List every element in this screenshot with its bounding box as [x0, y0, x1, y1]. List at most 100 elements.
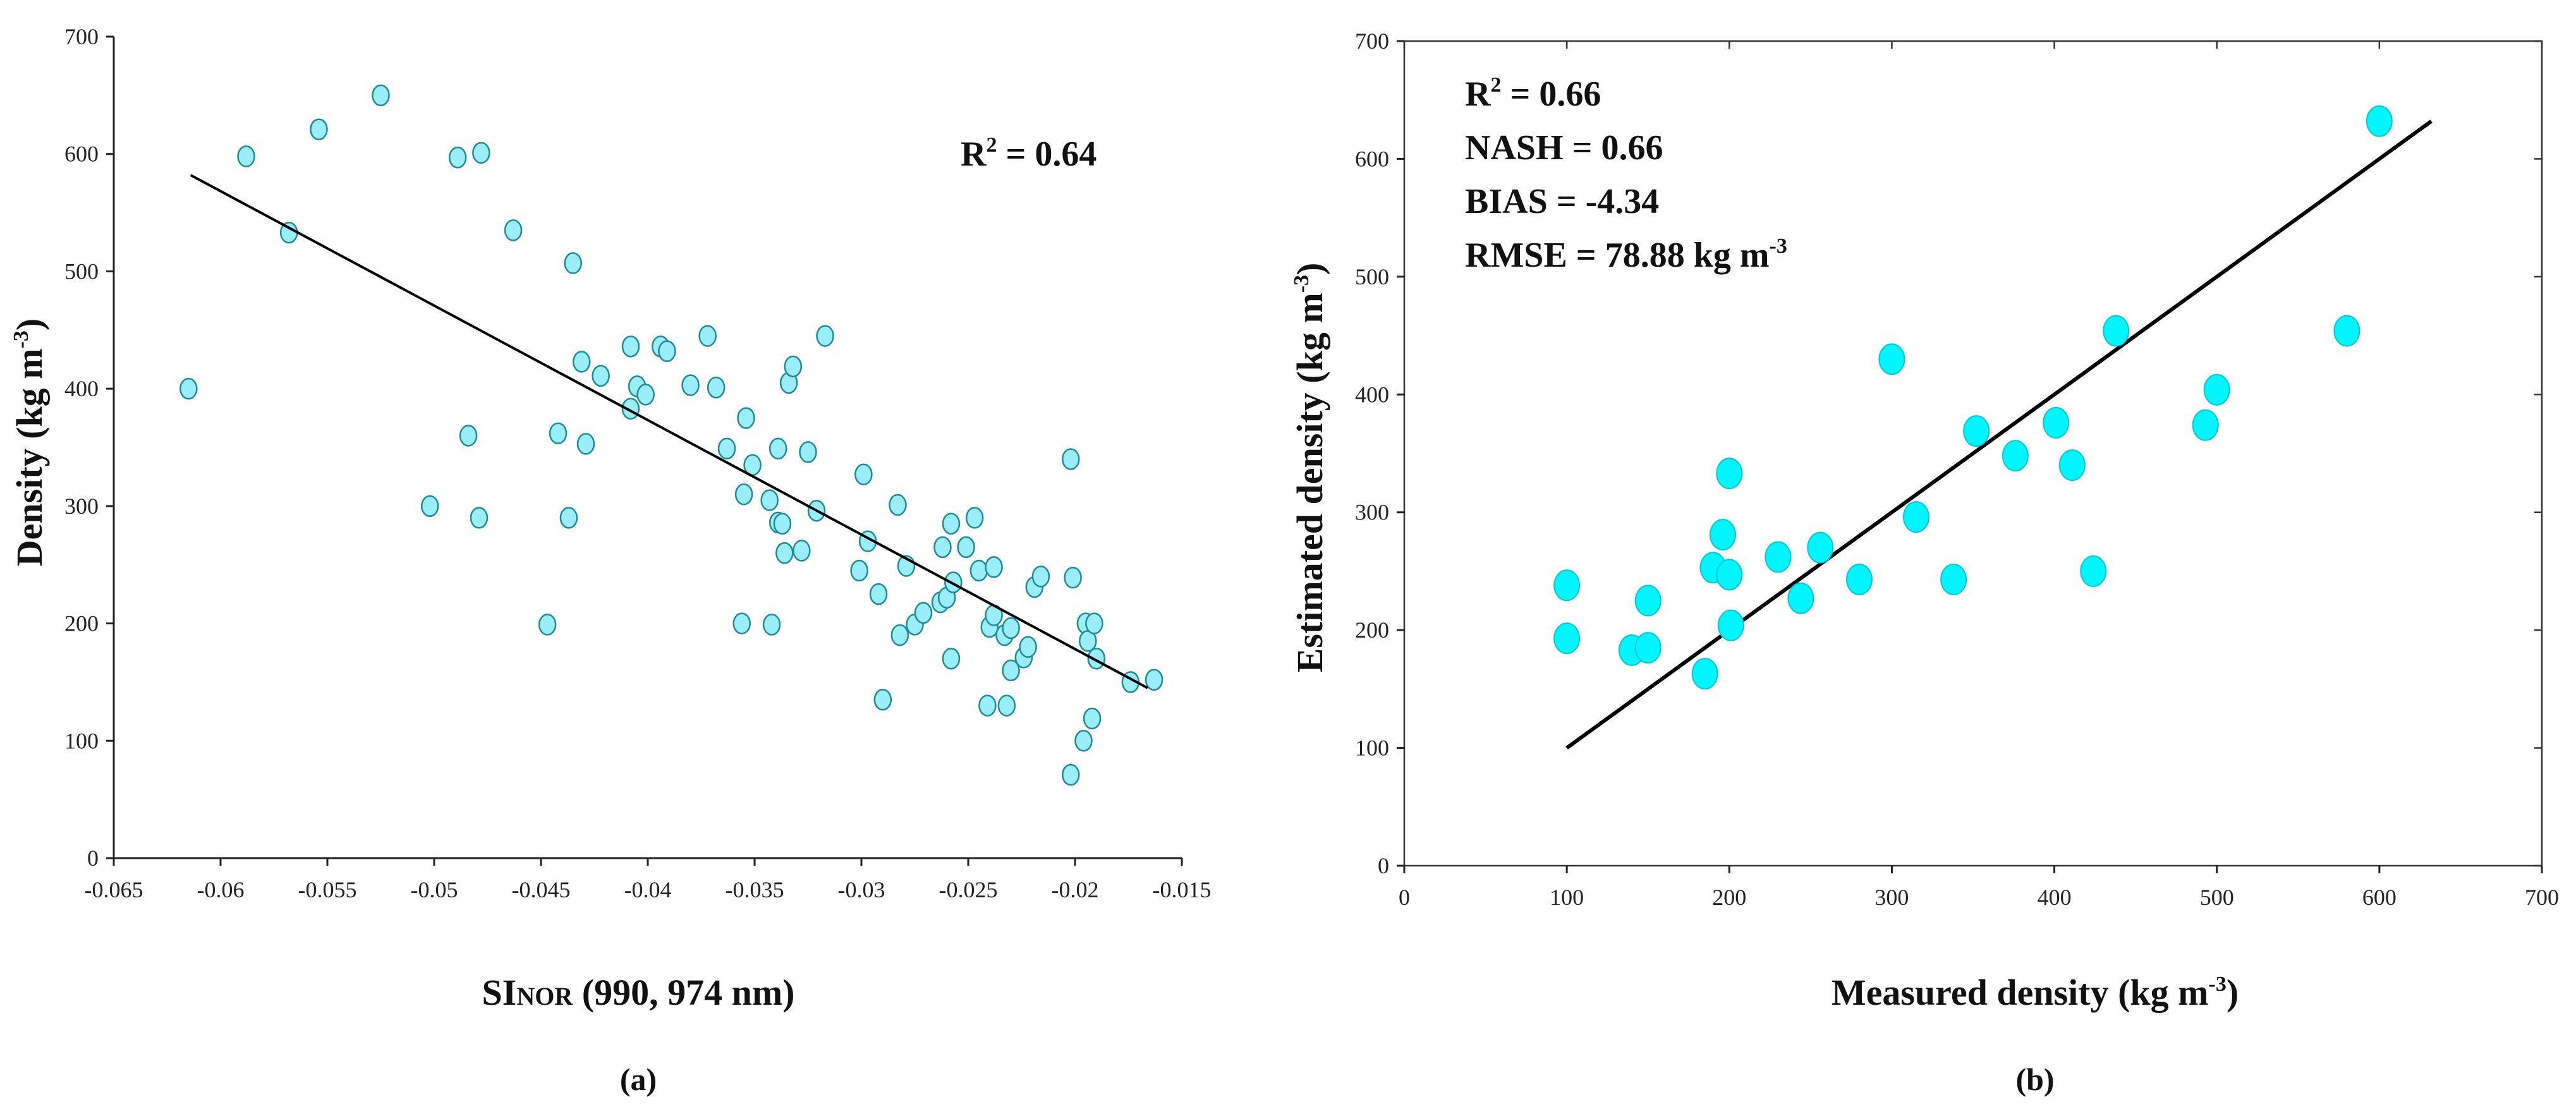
panel-b-nash: NASH = 0.66 [1465, 128, 1663, 167]
data-point [737, 407, 755, 429]
data-point [1061, 763, 1080, 786]
panel-a-y-ticks: 0 100 200 300 400 500 600 700 [64, 24, 114, 871]
data-point [1787, 582, 1814, 614]
data-point [658, 340, 676, 362]
data-point [1002, 659, 1020, 682]
x-tick-label: 200 [1712, 885, 1746, 910]
panel-b-rmse: RMSE = 78.88 kg m-3 [1465, 234, 1787, 275]
y-tick-label: 500 [64, 258, 99, 284]
data-point [179, 377, 198, 400]
x-tick-label: -0.055 [298, 877, 357, 902]
x-tick-label: 600 [2362, 885, 2397, 910]
data-point [1710, 519, 1736, 551]
x-tick-label: 100 [1550, 885, 1584, 910]
data-point [957, 536, 975, 559]
data-point [459, 425, 478, 447]
data-point [576, 433, 595, 455]
data-point [1634, 632, 1662, 664]
data-point [1716, 559, 1743, 591]
data-point [1074, 730, 1093, 752]
data-point [237, 145, 255, 167]
data-point [559, 507, 578, 529]
data-point [717, 437, 736, 460]
panel-a-r-squared: R2 = 0.64 [961, 133, 1097, 174]
panel-a-y-axis-title: Density (kg m-3) [9, 318, 50, 566]
data-point [636, 384, 655, 406]
data-point [1061, 448, 1080, 470]
x-tick-label: -0.035 [726, 877, 784, 902]
y-tick-label: 100 [1355, 736, 1389, 761]
data-point [2103, 315, 2130, 347]
data-point [1064, 566, 1082, 589]
data-point [1085, 612, 1103, 634]
data-point [1553, 622, 1581, 655]
data-point [549, 422, 568, 444]
data-point [1083, 707, 1102, 730]
data-point [572, 351, 591, 373]
data-point [889, 494, 907, 516]
data-point [890, 624, 909, 646]
panel-b-x-ticks: 0 100 200 300 400 500 600 700 [1399, 41, 2559, 910]
panel-b-data-points [1553, 105, 2393, 690]
data-point [2192, 409, 2219, 441]
data-point [2333, 315, 2360, 347]
panel-b-label: (b) [2015, 1062, 2054, 1097]
panel-a-fit-line [190, 174, 1148, 689]
data-point [698, 325, 717, 347]
data-point [1031, 566, 1050, 588]
data-point [1002, 617, 1020, 639]
data-point [504, 219, 523, 241]
data-point [762, 614, 781, 636]
x-tick-label: -0.06 [197, 877, 245, 902]
y-tick-label: 0 [87, 845, 99, 871]
data-point [965, 507, 984, 529]
x-tick-label: -0.015 [1153, 877, 1212, 902]
data-point [816, 325, 834, 347]
data-point [869, 583, 888, 605]
data-point [854, 463, 873, 485]
x-tick-label: -0.04 [624, 877, 672, 902]
y-tick-label: 700 [64, 24, 99, 49]
data-point [1903, 501, 1929, 533]
y-tick-label: 0 [1378, 853, 1389, 878]
data-point [1846, 563, 1873, 595]
panel-a-label: (a) [620, 1062, 657, 1097]
data-point [873, 689, 892, 711]
x-tick-label: -0.03 [838, 877, 885, 902]
data-point [1691, 658, 1718, 690]
data-point [760, 489, 779, 511]
y-tick-label: 700 [1355, 28, 1389, 54]
y-tick-label: 200 [64, 611, 99, 636]
data-point [942, 648, 961, 670]
data-point [914, 602, 933, 624]
data-point [1634, 585, 1662, 617]
data-point [1145, 669, 1163, 691]
data-point [1878, 343, 1905, 375]
data-point [773, 512, 792, 535]
data-point [784, 355, 803, 378]
x-tick-label: -0.02 [1052, 877, 1099, 902]
data-point [707, 377, 726, 399]
data-point [799, 441, 817, 463]
data-point [372, 84, 390, 107]
y-tick-label: 500 [1355, 264, 1389, 289]
y-tick-label: 600 [64, 142, 99, 167]
data-point [1940, 563, 1967, 595]
data-point [978, 694, 997, 717]
data-point [969, 559, 988, 582]
panel-b-fit-line [1565, 119, 2433, 750]
data-point [732, 612, 751, 634]
panel-b-x-axis-title: Measured density (kg m-3) [1832, 972, 2239, 1013]
panel-a-x-ticks: -0.065 -0.06 -0.055 -0.05 -0.045 -0.04 -0.035 -… [85, 858, 1212, 902]
data-point [2058, 449, 2086, 482]
y-tick-label: 300 [1355, 500, 1389, 525]
x-tick-label: 700 [2525, 885, 2559, 910]
data-point [681, 374, 700, 396]
x-tick-label: 0 [1399, 885, 1410, 910]
panel-a-scatter-chart: 0 100 200 300 400 500 600 700 -0.065 -0.06 -0.055… [9, 24, 1212, 1097]
y-tick-label: 400 [1355, 382, 1389, 407]
panel-b-scatter-chart: 0 100 200 300 400 500 600 700 0 100 200 300 400 500 6… [1289, 28, 2559, 1097]
data-point [310, 118, 328, 140]
data-point [850, 559, 868, 582]
